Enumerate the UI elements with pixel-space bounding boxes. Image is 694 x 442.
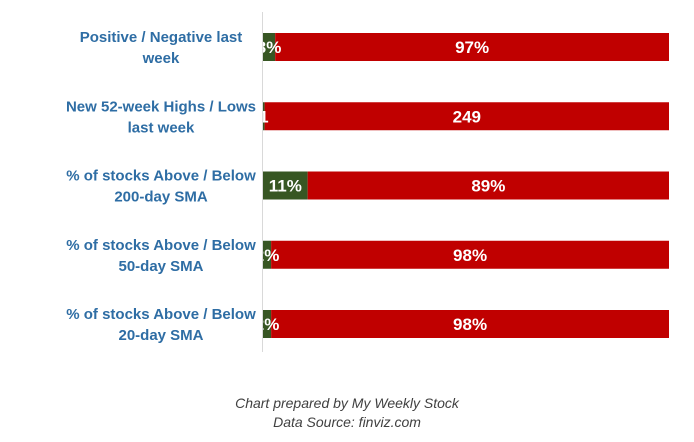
category-label: % of stocks Above / Below 200-day SMA <box>66 168 256 206</box>
bar-segment-positive <box>263 102 265 131</box>
category-label: New 52-week Highs / Lows last week <box>66 98 256 136</box>
category-label-line: Positive / Negative last <box>80 29 243 46</box>
bar-data-label: 98% <box>453 315 487 334</box>
category-label: % of stocks Above / Below 20-day SMA <box>66 306 256 344</box>
bar-segment-positive <box>263 171 308 200</box>
bar-data-label: 2% <box>255 315 280 334</box>
bar-data-label: 1 <box>259 107 268 126</box>
category-label: Positive / Negative last week <box>80 29 243 67</box>
category-label-line: week <box>142 50 180 67</box>
footer-source: Data Source: finviz.com <box>273 414 421 430</box>
bar-data-label: 2% <box>255 246 280 265</box>
bar-segment-positive <box>263 310 272 338</box>
category-label-line: New 52-week Highs / Lows <box>66 98 256 115</box>
bar-segment-negative <box>264 102 669 131</box>
bar-data-label: 11% <box>269 177 302 196</box>
bar-segment-positive <box>263 240 272 269</box>
category-label-line: % of stocks Above / Below <box>66 168 256 185</box>
bar-segment-negative <box>275 33 669 61</box>
bar-segment-positive <box>263 33 276 61</box>
category-label-line: % of stocks Above / Below <box>66 306 256 323</box>
bar-data-label: 97% <box>455 38 489 57</box>
bar-data-label: 3% <box>257 38 282 57</box>
category-label-line: 200-day SMA <box>114 189 208 206</box>
bar-segment-negative <box>307 171 669 200</box>
bar-segment-negative <box>271 310 669 338</box>
bar-data-label: 98% <box>453 246 487 265</box>
category-label-line: last week <box>128 119 195 136</box>
category-label-line: % of stocks Above / Below <box>66 237 256 254</box>
bar-data-label: 89% <box>471 177 505 196</box>
category-label-line: 50-day SMA <box>118 258 203 275</box>
category-label: % of stocks Above / Below 50-day SMA <box>66 237 256 275</box>
stacked-bar-chart: Positive / Negative last week New 52-week … <box>66 12 669 352</box>
footer-credit: Chart prepared by My Weekly Stock <box>235 395 459 411</box>
category-label-line: 20-day SMA <box>118 327 203 344</box>
bar-data-label: 249 <box>453 107 481 126</box>
bar-segment-negative <box>271 240 669 269</box>
